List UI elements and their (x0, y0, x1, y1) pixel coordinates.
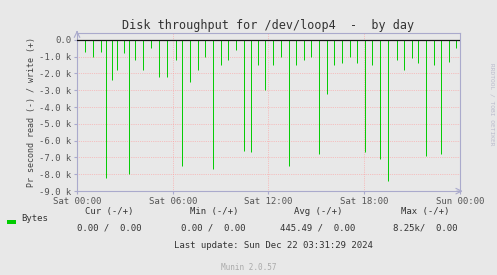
Text: Bytes: Bytes (21, 214, 48, 223)
Text: 0.00 /  0.00: 0.00 / 0.00 (77, 223, 142, 232)
Text: Min (-/+): Min (-/+) (189, 207, 238, 216)
Title: Disk throughput for /dev/loop4  -  by day: Disk throughput for /dev/loop4 - by day (122, 19, 414, 32)
Text: 0.00 /  0.00: 0.00 / 0.00 (181, 223, 246, 232)
Text: Last update: Sun Dec 22 03:31:29 2024: Last update: Sun Dec 22 03:31:29 2024 (174, 241, 373, 250)
Text: Avg (-/+): Avg (-/+) (294, 207, 342, 216)
Text: Max (-/+): Max (-/+) (401, 207, 449, 216)
Text: 8.25k/  0.00: 8.25k/ 0.00 (393, 223, 457, 232)
Text: Munin 2.0.57: Munin 2.0.57 (221, 263, 276, 272)
Y-axis label: Pr second read (-) / write (+): Pr second read (-) / write (+) (27, 37, 36, 187)
Text: 445.49 /  0.00: 445.49 / 0.00 (280, 223, 356, 232)
Text: RRDTOOL / TOBI OETIKER: RRDTOOL / TOBI OETIKER (490, 63, 495, 146)
Text: Cur (-/+): Cur (-/+) (85, 207, 134, 216)
